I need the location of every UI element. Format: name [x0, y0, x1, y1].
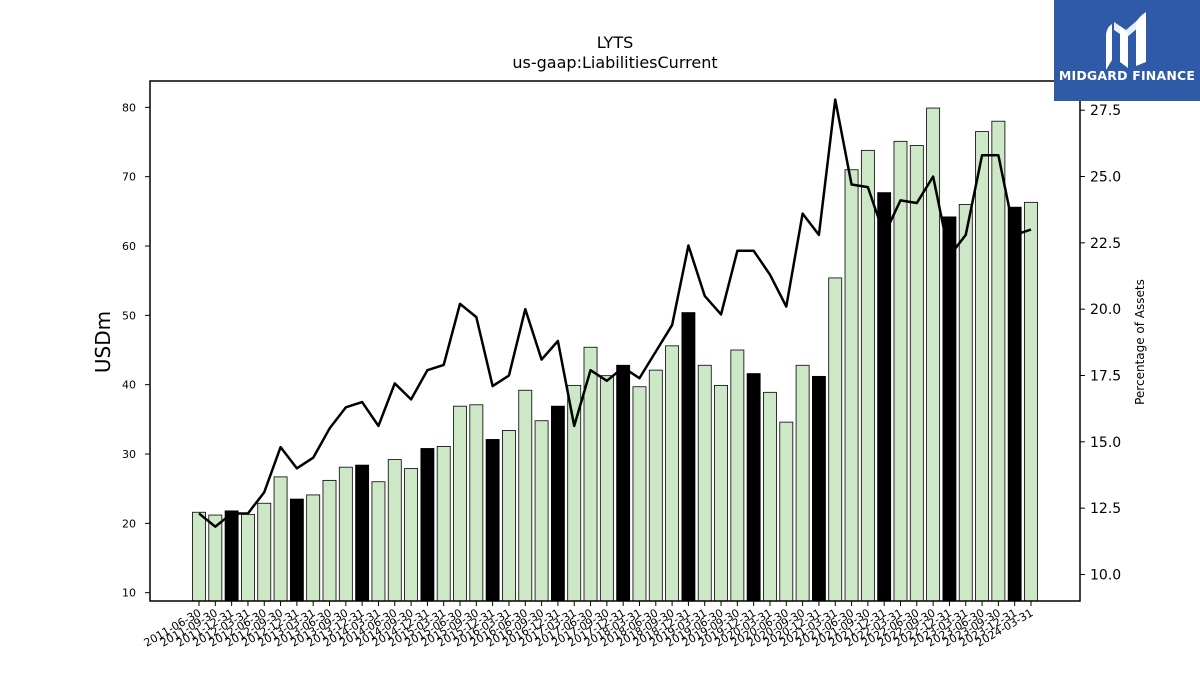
- bar-2013-09-30: [338, 466, 353, 602]
- y2-axis-label: Percentage of Assets: [1133, 279, 1147, 405]
- bar-2012-12-31: [289, 498, 304, 602]
- y2-tick-label-10: 10.0: [1090, 567, 1121, 583]
- bar-2018-12-31: [681, 312, 696, 602]
- bar-2014-03-31: [371, 481, 386, 602]
- bar-2013-06-30: [322, 479, 337, 602]
- bar-2015-03-31: [436, 445, 451, 602]
- bar-2020-09-30: [795, 364, 810, 602]
- brand-logo: MIDGARD FINANCE: [1054, 0, 1200, 101]
- bar-2017-12-31: [616, 364, 631, 602]
- bar-2023-09-30: [991, 120, 1006, 602]
- bar-2021-12-31: [877, 192, 892, 602]
- y-tick-label-60: 60: [122, 240, 136, 253]
- bar-2014-09-30: [404, 468, 418, 602]
- bar-2019-12-31: [746, 373, 761, 602]
- y2-tick-label-20: 20.0: [1090, 302, 1121, 318]
- y-tick-label-70: 70: [122, 171, 136, 184]
- y2-tick-label-15: 15.0: [1090, 435, 1121, 451]
- y-tick-label-10: 10: [122, 587, 136, 600]
- y-tick-label-20: 20: [122, 517, 136, 530]
- bar-2023-06-30: [975, 131, 989, 602]
- bar-2017-09-30: [599, 375, 614, 602]
- line-percentage-of-assets: [198, 98, 1032, 528]
- bar-2016-03-31: [502, 430, 516, 602]
- bar-2012-09-30: [273, 476, 288, 602]
- brand-name: MIDGARD FINANCE: [1058, 68, 1196, 83]
- y-tick-label-30: 30: [122, 448, 136, 461]
- bar-2019-03-31: [697, 364, 712, 602]
- bar-2020-06-30: [779, 421, 794, 602]
- chart-title: LYTS: [597, 33, 634, 52]
- axes: 10 20 30 40 50 60 70 80 10.0 12.5 15.0 17.5 20.0 22.5…: [122, 80, 1121, 650]
- bar-series: [192, 107, 1038, 602]
- bar-2015-09-30: [469, 404, 484, 602]
- bar-2018-09-30: [665, 345, 680, 602]
- y2-tick-label-17.5: 17.5: [1090, 368, 1121, 384]
- bar-2021-03-31: [828, 277, 843, 602]
- y2-tick-label-22.5: 22.5: [1090, 236, 1121, 252]
- bar-2015-12-31: [485, 439, 500, 602]
- bar-2023-03-31: [958, 204, 973, 602]
- bar-2016-09-30: [534, 420, 549, 602]
- y-tick-label-40: 40: [122, 379, 136, 392]
- bar-2011-12-31: [224, 510, 239, 602]
- bar-2021-09-30: [860, 149, 875, 602]
- bar-2019-09-30: [730, 349, 745, 602]
- bar-2015-06-30: [453, 405, 467, 602]
- bar-2018-03-31: [632, 386, 647, 602]
- bar-2024-03-31: [1024, 201, 1038, 602]
- y-tick-label-50: 50: [122, 309, 136, 322]
- y2-tick-label-12.5: 12.5: [1090, 501, 1121, 517]
- plot-frame: [149, 80, 1081, 602]
- bar-2020-12-31: [812, 375, 826, 602]
- bar-2016-12-31: [550, 405, 565, 602]
- bar-2018-06-30: [648, 369, 663, 602]
- bar-2014-06-30: [387, 459, 402, 602]
- y-axis-label: USDm: [91, 311, 115, 373]
- bar-2014-12-31: [420, 448, 435, 602]
- bar-2021-06-30: [844, 169, 859, 602]
- bar-2013-12-31: [355, 464, 370, 602]
- chart-subtitle: us-gaap:LiabilitiesCurrent: [512, 53, 717, 72]
- bar-2020-03-31: [763, 391, 777, 602]
- bar-2016-06-30: [518, 389, 533, 602]
- bar-2017-03-31: [567, 384, 582, 602]
- bar-2022-12-31: [942, 216, 957, 602]
- bar-2012-06-30: [257, 502, 272, 602]
- line-series: [198, 98, 1032, 528]
- y-tick-label-80: 80: [122, 101, 136, 114]
- y2-tick-label-27.5: 27.5: [1090, 103, 1121, 119]
- bar-2011-06-30: [192, 511, 206, 602]
- bar-2013-03-31: [306, 494, 321, 602]
- midgard-logo-icon: [1106, 12, 1146, 70]
- bar-2023-12-31: [1007, 206, 1022, 602]
- bar-2019-06-30: [714, 384, 728, 602]
- y2-tick-label-25: 25.0: [1090, 170, 1121, 186]
- bar-2012-03-31: [241, 513, 255, 602]
- bar-2022-06-30: [909, 145, 924, 602]
